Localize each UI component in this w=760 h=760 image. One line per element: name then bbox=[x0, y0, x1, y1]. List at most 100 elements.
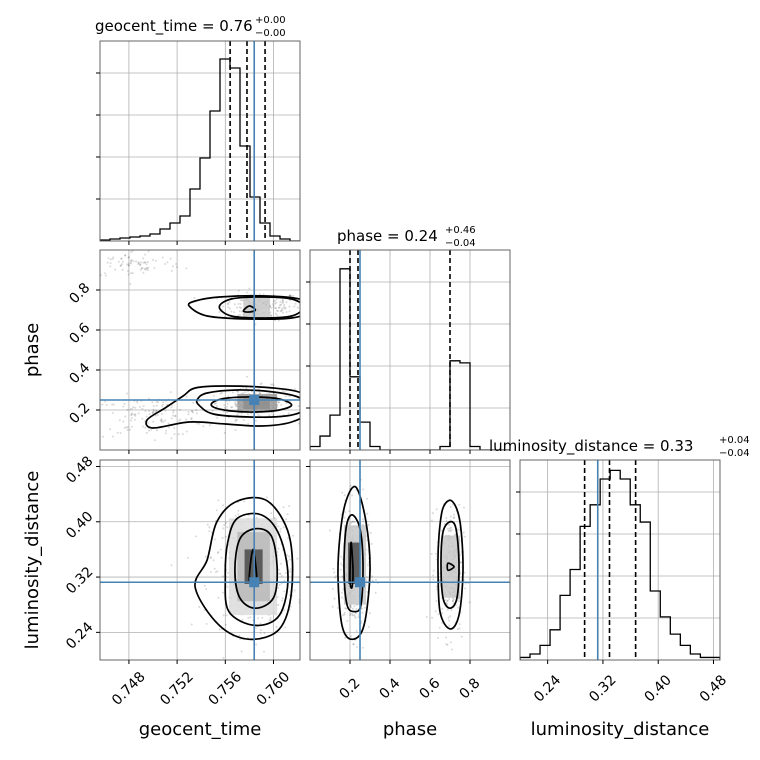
sample-point bbox=[292, 295, 294, 297]
contour-line-3 bbox=[242, 305, 257, 313]
sample-point bbox=[190, 410, 193, 413]
sample-point bbox=[242, 667, 244, 669]
sample-point bbox=[333, 576, 336, 579]
sample-point bbox=[126, 429, 129, 431]
sample-point bbox=[279, 572, 282, 575]
sample-point bbox=[172, 409, 175, 412]
sample-point bbox=[430, 552, 433, 555]
sample-point bbox=[153, 410, 155, 413]
sample-point bbox=[288, 395, 291, 398]
sample-point bbox=[448, 598, 451, 600]
sample-point bbox=[66, 405, 68, 407]
sample-point bbox=[206, 523, 209, 526]
sample-point bbox=[169, 391, 172, 394]
sample-point bbox=[152, 420, 155, 423]
sample-point bbox=[432, 569, 435, 572]
sample-point bbox=[123, 402, 126, 405]
sample-point bbox=[283, 579, 286, 582]
panel-frame-1-1 bbox=[309, 249, 511, 451]
sample-point bbox=[164, 419, 167, 422]
histogram-luminosity-distance bbox=[520, 469, 720, 660]
sample-point bbox=[349, 484, 352, 487]
truth-marker bbox=[249, 395, 260, 405]
sample-point bbox=[233, 311, 236, 314]
sample-point bbox=[128, 256, 130, 259]
sample-point bbox=[119, 265, 122, 267]
sample-point bbox=[254, 392, 257, 395]
axis-ticks: 0.20.40.60.80.240.320.400.480.748 0.752 0.… bbox=[63, 72, 730, 709]
sample-point bbox=[222, 591, 224, 594]
sample-point bbox=[450, 609, 453, 611]
sample-point bbox=[275, 625, 278, 628]
sample-point bbox=[458, 529, 461, 532]
sample-point bbox=[367, 564, 369, 567]
sample-point bbox=[243, 500, 246, 503]
sample-point bbox=[349, 612, 352, 615]
title-phase: phase = 0.24 bbox=[337, 227, 438, 245]
sample-point bbox=[277, 568, 280, 571]
sample-point bbox=[301, 309, 303, 311]
sample-point bbox=[224, 535, 227, 538]
sample-point bbox=[143, 267, 146, 270]
sample-point bbox=[431, 512, 434, 515]
contour-line-3 bbox=[446, 562, 455, 572]
sample-point bbox=[284, 395, 287, 398]
sample-point bbox=[129, 283, 132, 285]
sample-point bbox=[171, 404, 174, 407]
sample-point bbox=[368, 612, 371, 615]
sample-point bbox=[130, 425, 133, 428]
sample-point bbox=[301, 397, 303, 399]
sample-point bbox=[286, 554, 289, 556]
sample-point bbox=[282, 300, 284, 303]
sample-point bbox=[287, 537, 289, 540]
sample-point bbox=[281, 597, 284, 600]
sample-point bbox=[139, 263, 142, 266]
sample-point bbox=[105, 404, 108, 406]
sample-point bbox=[218, 628, 221, 631]
sample-point bbox=[357, 616, 360, 619]
sample-point bbox=[280, 309, 283, 312]
sample-point bbox=[141, 425, 144, 428]
panel-frame-2-1 bbox=[309, 459, 511, 661]
sample-point bbox=[293, 305, 296, 308]
sample-point bbox=[353, 605, 356, 608]
sample-point bbox=[185, 418, 188, 421]
sample-point bbox=[205, 622, 208, 625]
sample-point bbox=[444, 599, 447, 602]
sample-point bbox=[349, 614, 352, 617]
sample-point bbox=[258, 391, 261, 394]
density-block bbox=[243, 298, 270, 318]
sample-point bbox=[288, 505, 291, 508]
sample-point bbox=[281, 389, 284, 392]
sample-point bbox=[104, 272, 106, 275]
sample-point bbox=[463, 535, 466, 538]
sample-point bbox=[140, 267, 143, 270]
sample-point bbox=[139, 268, 142, 271]
xlabel-geocent-time: geocent_time bbox=[139, 719, 262, 740]
sample-point bbox=[112, 256, 115, 259]
sample-point bbox=[234, 400, 237, 403]
sample-point bbox=[116, 431, 119, 434]
sample-point bbox=[160, 420, 163, 423]
sample-point bbox=[177, 433, 180, 436]
sample-point bbox=[272, 303, 274, 306]
sample-point bbox=[152, 405, 155, 407]
sample-point bbox=[367, 524, 370, 526]
sample-point bbox=[145, 267, 148, 270]
sample-point bbox=[130, 262, 132, 265]
sample-point bbox=[270, 314, 273, 317]
sample-point bbox=[145, 432, 148, 434]
sample-point bbox=[278, 304, 281, 307]
sample-point bbox=[344, 636, 347, 639]
density-block bbox=[442, 535, 460, 598]
sample-point bbox=[374, 591, 377, 594]
sample-point bbox=[204, 555, 207, 558]
sample-point bbox=[187, 556, 189, 559]
sample-point bbox=[216, 552, 219, 554]
sample-point bbox=[369, 532, 372, 534]
panel-frame-0-0 bbox=[99, 40, 301, 242]
xtick-label-geocent-time: 0.752 bbox=[157, 669, 197, 709]
sample-point bbox=[342, 614, 345, 617]
sample-point bbox=[448, 619, 451, 622]
sample-point bbox=[172, 411, 175, 414]
